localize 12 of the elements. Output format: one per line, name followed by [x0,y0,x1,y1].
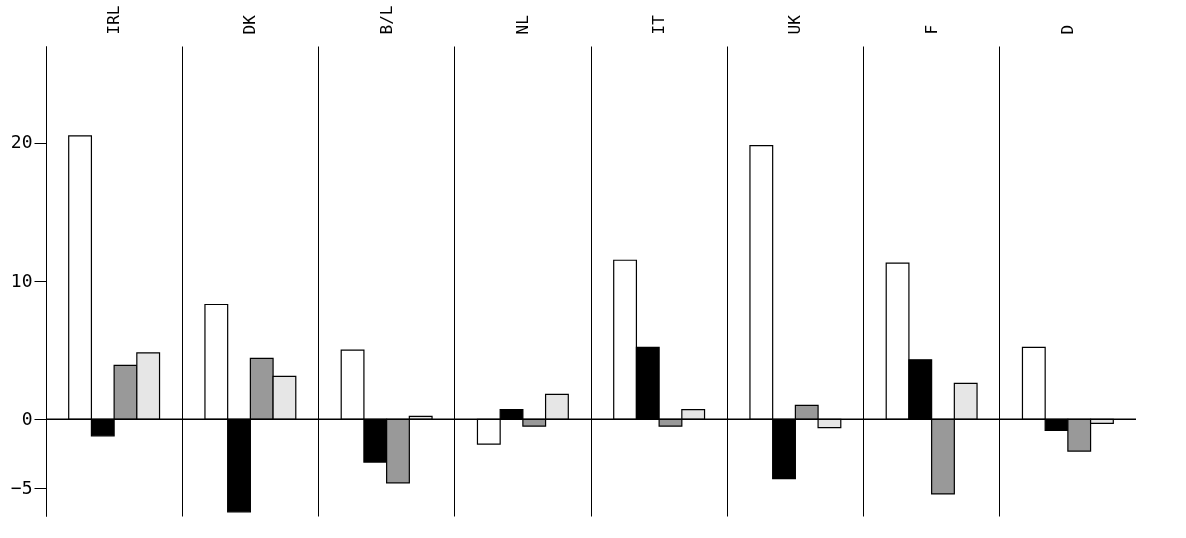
x-tick-label: NL [512,15,532,35]
y-tick-label: −5 [10,476,33,498]
x-tick-label: IRL [104,5,124,35]
x-tick-label: UK [785,14,805,35]
y-tick-label: 20 [10,131,33,153]
x-tick-label: IT [649,14,669,35]
x-tick-label: B/L [376,5,396,35]
x-tick-label: DK [240,14,260,35]
x-tick-label: F [921,24,941,35]
x-tick-label: D [1057,24,1077,35]
y-tick-label: 0 [21,407,33,429]
y-tick-label: 10 [10,269,33,291]
